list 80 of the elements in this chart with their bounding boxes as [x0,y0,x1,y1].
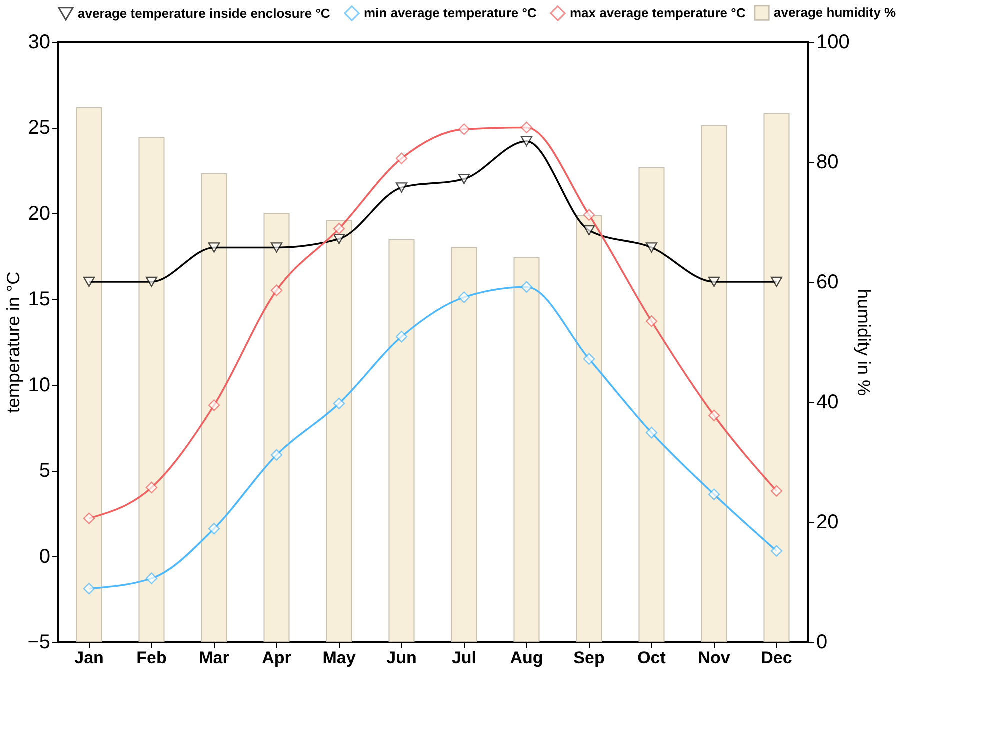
point [646,316,658,328]
point [146,572,158,584]
point [708,488,720,500]
point [458,174,470,184]
point [83,512,96,524]
y2-tick-label: 100 [816,32,850,54]
point [770,485,783,497]
point [583,353,596,365]
point [708,410,720,422]
point [520,281,533,293]
bar [201,174,228,642]
point [146,276,158,288]
y-tick-label: 20 [28,202,50,225]
point [458,124,470,136]
y-tick-label: −5 [28,632,50,654]
x-tick-label: Feb [136,648,167,668]
point [520,122,533,134]
y2-tick-label: 0 [816,632,828,654]
bar [326,220,352,642]
bar [701,126,728,642]
point [270,242,283,253]
bar [264,213,290,642]
y-tick-label: 25 [28,117,50,140]
bar [514,258,540,642]
point [333,234,346,244]
point [208,242,220,253]
y2-tick-label: 80 [816,152,839,174]
point [333,223,346,235]
point [583,209,596,221]
point [770,545,783,557]
point [708,276,720,288]
x-tick-label: May [322,648,356,668]
x-tick-label: Aug [510,648,544,668]
point [270,449,283,461]
y2-tick-label: 40 [816,392,839,414]
x-tick-label: Apr [262,648,292,668]
x-tick-label: Jul [452,648,477,668]
point [208,523,220,535]
y-tick-label: 5 [39,460,50,482]
bar [764,114,790,642]
legend-label: min average temperature °C [364,5,538,20]
point [396,182,408,193]
x-tick-label: Sep [574,648,605,668]
point [396,152,408,164]
bar [451,247,478,642]
y-axis-title: temperature in °C [4,272,24,414]
legend-label: max average temperature °C [570,5,746,20]
bar [388,240,415,642]
x-tick-label: Mar [199,648,230,668]
y-tick-label: 15 [28,288,50,311]
y2-axis-title: humidity in % [854,288,874,396]
point [208,400,220,412]
point [646,242,658,253]
bar [138,138,165,642]
bar [576,216,602,642]
point [770,276,783,288]
x-tick-label: Oct [638,648,666,668]
point [333,398,346,410]
point [83,276,96,288]
y2-tick-label: 20 [816,512,839,534]
point [146,482,158,494]
x-tick-label: Dec [761,648,792,668]
y-tick-label: 0 [39,546,50,568]
y-tick-label: 30 [28,32,50,54]
legend-label: average temperature inside enclosure °C [78,6,331,21]
point [396,331,408,343]
bar [76,108,102,642]
bar [638,168,665,642]
legend-label: average humidity % [774,5,897,20]
x-tick-label: Nov [698,648,731,668]
point [646,427,658,439]
point [520,136,533,147]
point [270,284,283,296]
x-tick-label: Jun [386,648,417,668]
point [83,583,96,595]
y-tick-label: 10 [28,374,50,396]
point [583,225,596,236]
x-tick-label: Jan [74,648,104,668]
y2-tick-label: 60 [816,272,839,294]
point [458,292,470,304]
